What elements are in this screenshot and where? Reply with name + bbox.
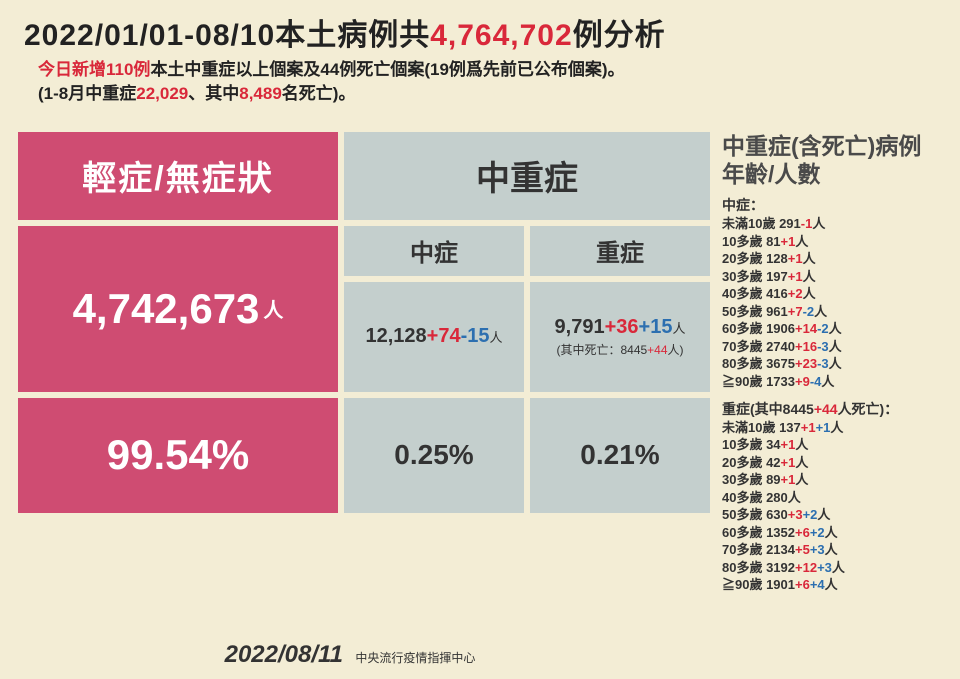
footer-date: 2022/08/11 [225,641,343,668]
age-row: 30多歲 89+1人 [722,471,942,489]
age-breakdown: 中重症(含死亡)病例年齡/人數 中症： 未滿10歲 291-1人10多歲 81+… [708,132,942,594]
mid-percent: 0.25% [344,398,524,513]
age-row: 60多歲 1352+6+2人 [722,524,942,542]
age-title: 中重症(含死亡)病例年齡/人數 [722,132,942,190]
age-row: 20多歲 42+1人 [722,454,942,472]
age-sev-title: 重症(其中8445+44人死亡)： [722,399,942,419]
subtitle-line1: 今日新增110例本土中重症以上個案及44例死亡個案(19例爲先前已公布個案)。 [0,58,960,82]
age-row: 20多歲 128+1人 [722,250,942,268]
age-row: 10多歲 81+1人 [722,233,942,251]
age-row: 未滿10歲 137+1+1人 [722,419,942,437]
age-row: 60多歲 1906+14-2人 [722,320,942,338]
mid-count: 12,128+74-15人 [344,282,524,392]
age-row: 未滿10歲 291-1人 [722,215,942,233]
mild-count: 4,742,673人 [18,226,338,392]
sev-percent: 0.21% [530,398,710,513]
age-row: 80多歲 3192+12+3人 [722,559,942,577]
age-row: 50多歲 630+3+2人 [722,506,942,524]
age-row: 80多歲 3675+23-3人 [722,355,942,373]
age-row: 70多歲 2134+5+3人 [722,541,942,559]
mid-sub-header: 中症 [344,226,524,276]
age-row: ≧90歲 1901+6+4人 [722,576,942,594]
age-mid-title: 中症： [722,195,942,215]
age-row: 40多歲 280人 [722,489,942,507]
severe-header: 中重症 [344,132,710,220]
age-row: ≧90歲 1733+9-4人 [722,373,942,391]
age-row: 10多歲 34+1人 [722,436,942,454]
sev-sub-header: 重症 [530,226,710,276]
footer-source: 中央流行疫情指揮中心 [355,651,475,665]
footer: 2022/08/11 中央流行疫情指揮中心 [0,641,700,669]
main-title: 2022/01/01-08/10本土病例共4,764,702例分析 [0,0,960,58]
summary-table: 輕症/無症狀 中重症 4,742,673人 中症 重症 12,128+74-15… [18,132,708,594]
age-row: 70多歲 2740+16-3人 [722,338,942,356]
subtitle-line2: (1-8月中重症22,029、其中8,489名死亡)。 [0,82,960,106]
age-row: 40多歲 416+2人 [722,285,942,303]
sev-count: 9,791+36+15人 (其中死亡：8445+44人) [530,282,710,392]
mild-header: 輕症/無症狀 [18,132,338,220]
age-row: 30多歲 197+1人 [722,268,942,286]
age-row: 50多歲 961+7-2人 [722,303,942,321]
mild-percent: 99.54% [18,398,338,513]
